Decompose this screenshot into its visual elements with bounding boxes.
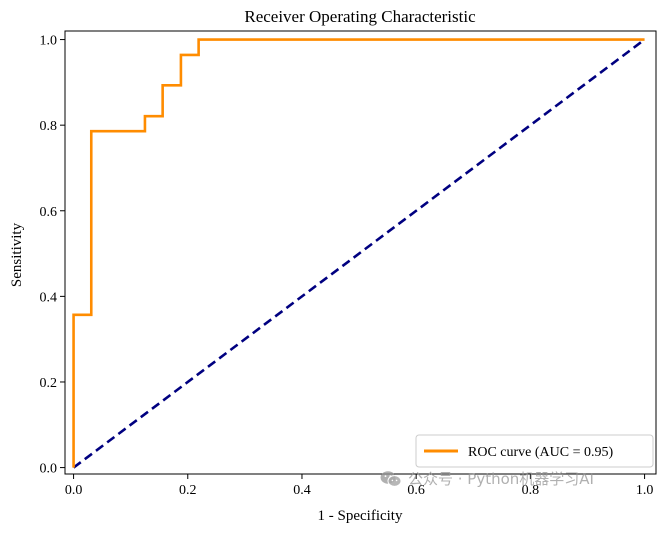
chance-diagonal-line [72,38,646,469]
x-tick-label: 0.6 [407,483,425,498]
y-tick-label: 0.6 [40,205,58,220]
chart-title: Receiver Operating Characteristic [244,7,476,26]
y-axis: 0.0 0.2 0.4 0.6 0.8 1.0 [40,34,65,477]
y-tick-label: 0.8 [40,119,58,134]
watermark: 公众号 · Python机器学习AI [380,468,594,489]
legend-box [415,434,654,468]
y-axis-label: Sensitivity [9,222,25,287]
x-tick-label: 0.2 [179,483,197,498]
x-axis-label: 1 - Specificity [318,508,403,524]
legend-entry-label: ROC curve (AUC = 0.95) [468,445,613,460]
x-tick-label: 1.0 [636,483,654,498]
x-tick-label: 0.4 [293,483,311,498]
y-tick-label: 0.0 [40,462,58,477]
roc-curve-line [72,38,645,468]
watermark-text: 公众号 · Python机器学习AI [408,470,594,488]
legend: ROC curve (AUC = 0.95) [415,434,654,468]
x-tick-label: 0.8 [522,483,540,498]
y-tick-label: 0.2 [40,376,58,391]
series-layer [72,38,646,469]
y-tick-label: 1.0 [40,34,58,49]
x-axis: 0.0 0.2 0.4 0.6 0.8 1.0 [65,474,654,498]
wechat-icon [380,470,402,487]
plot-frame [64,30,657,475]
y-tick-label: 0.4 [40,290,58,305]
x-tick-label: 0.0 [65,483,83,498]
